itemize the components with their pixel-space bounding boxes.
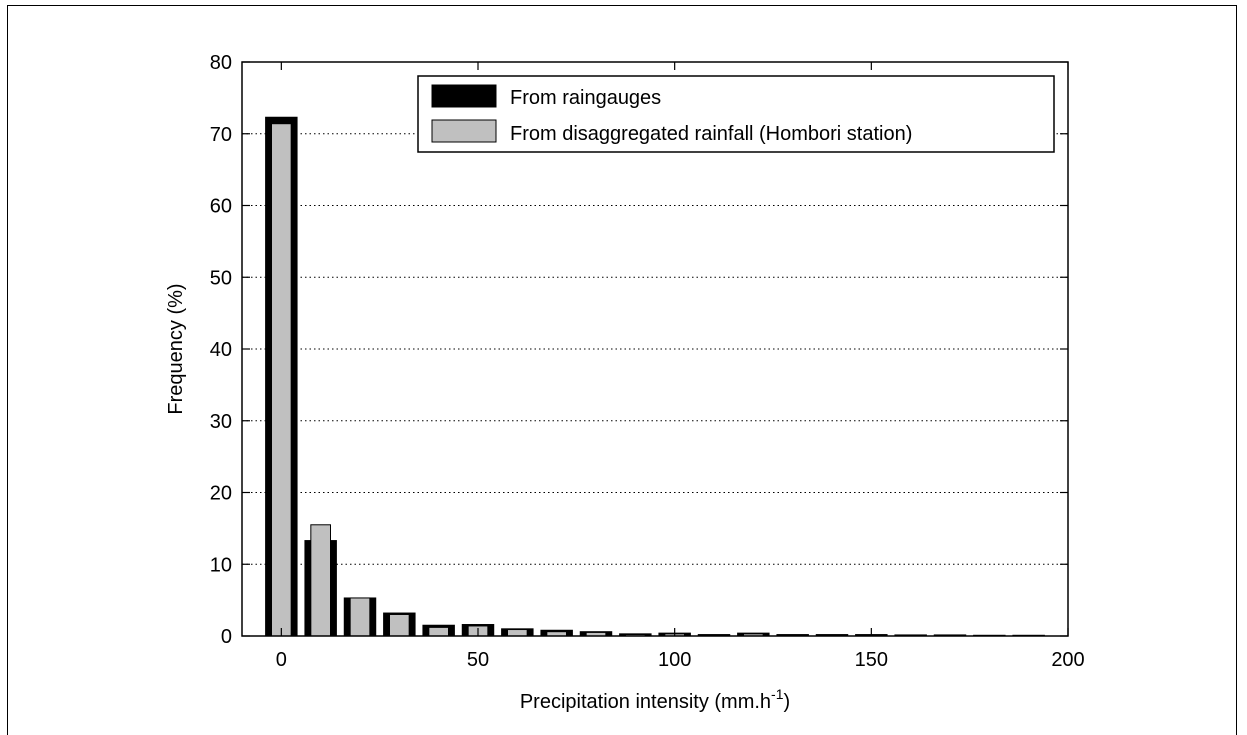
y-tick-label: 20 (210, 483, 232, 505)
x-tick-label: 200 (1051, 649, 1084, 671)
bar-disaggregated (272, 124, 292, 636)
x-tick-label: 0 (276, 649, 287, 671)
y-tick-label: 80 (210, 52, 232, 74)
bar-disaggregated (508, 630, 528, 636)
y-tick-label: 10 (210, 554, 232, 576)
legend-swatch-disaggregated (432, 120, 496, 142)
legend: From raingauges From disaggregated rainf… (418, 76, 1054, 152)
bar-disaggregated (350, 598, 370, 636)
grid-lines (242, 134, 1068, 565)
y-tick-label: 50 (210, 267, 232, 289)
y-tick-label: 60 (210, 196, 232, 218)
bar-disaggregated (311, 525, 331, 636)
legend-label-disaggregated: From disaggregated rainfall (Hombori sta… (510, 123, 912, 145)
legend-label-raingauges: From raingauges (510, 87, 661, 109)
legend-swatch-raingauges (432, 85, 496, 107)
x-tick-label: 50 (467, 649, 489, 671)
y-tick-label: 70 (210, 124, 232, 146)
x-tick-label: 150 (855, 649, 888, 671)
bars (266, 117, 1045, 636)
bar-disaggregated (390, 614, 410, 636)
y-axis-label: Frequency (%) (165, 283, 187, 414)
y-tick-label: 40 (210, 339, 232, 361)
x-tick-label: 100 (658, 649, 691, 671)
bar-disaggregated (429, 627, 449, 636)
y-tick-label: 30 (210, 411, 232, 433)
x-axis-label: Precipitation intensity (mm.h-1) (520, 686, 790, 713)
y-tick-label: 0 (221, 626, 232, 648)
